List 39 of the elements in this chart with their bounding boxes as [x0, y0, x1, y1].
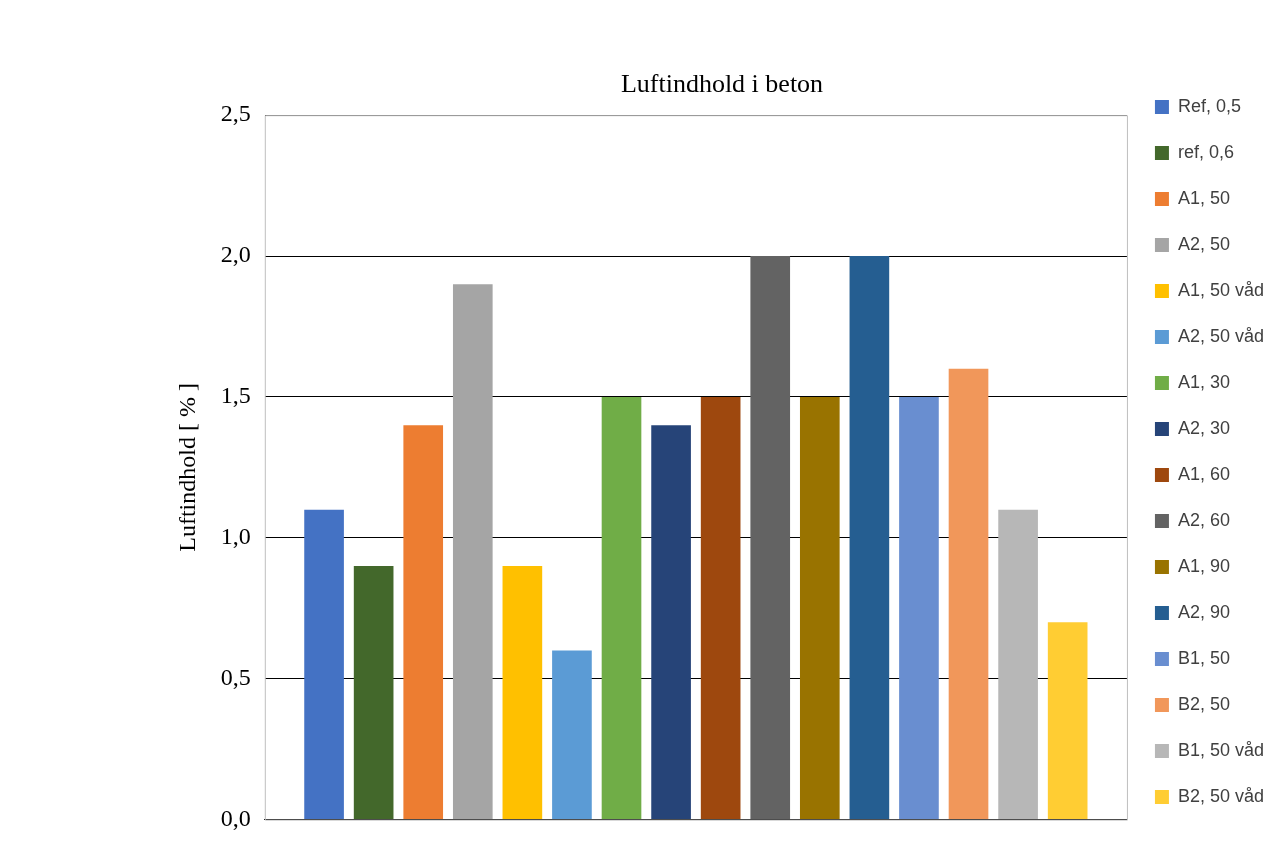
bar — [651, 425, 691, 820]
y-tick-label: 0,5 — [220, 664, 251, 691]
y-tick-label: 1,5 — [220, 382, 251, 409]
bar — [304, 509, 344, 820]
bar — [849, 256, 890, 820]
legend-label: A1, 60 — [1177, 463, 1230, 484]
y-tick-label: 1,0 — [220, 523, 251, 550]
bar — [502, 566, 543, 820]
y-tick-label: 0,0 — [220, 804, 251, 831]
legend-label: A1, 90 — [1177, 555, 1230, 576]
bar — [799, 396, 840, 820]
legend-label: ref, 0,6 — [1177, 141, 1234, 162]
legend-label: Ref, 0,5 — [1177, 95, 1241, 116]
legend-label: A1, 50 — [1177, 187, 1230, 208]
bar — [750, 256, 791, 820]
legend-label: A2, 30 — [1177, 417, 1230, 438]
bar — [899, 396, 939, 820]
legend-label: A1, 30 — [1177, 371, 1230, 392]
legend-label: B2, 50 våd — [1177, 785, 1264, 806]
y-axis-title: Luftindhold [ % ] — [173, 383, 200, 552]
bar — [1047, 622, 1088, 820]
bar — [353, 566, 394, 820]
legend-label: B1, 50 — [1177, 647, 1230, 668]
legend-label: A2, 50 — [1177, 233, 1230, 254]
legend-label: A2, 90 — [1177, 601, 1230, 622]
legend-label: A2, 50 våd — [1177, 325, 1264, 346]
bar — [552, 650, 592, 820]
legend-label: A1, 50 våd — [1177, 279, 1264, 300]
y-tick-label: 2,5 — [220, 100, 251, 127]
chart-title: Luftindhold i beton — [620, 69, 824, 99]
bar — [452, 284, 493, 820]
bar — [601, 396, 642, 820]
y-tick-label: 2,0 — [220, 241, 251, 268]
legend-label: B2, 50 — [1177, 693, 1230, 714]
legend-label: A2, 60 — [1177, 509, 1230, 530]
legend-label: B1, 50 våd — [1177, 739, 1264, 760]
bar — [948, 368, 989, 820]
bar — [700, 396, 741, 820]
bar — [403, 425, 444, 820]
